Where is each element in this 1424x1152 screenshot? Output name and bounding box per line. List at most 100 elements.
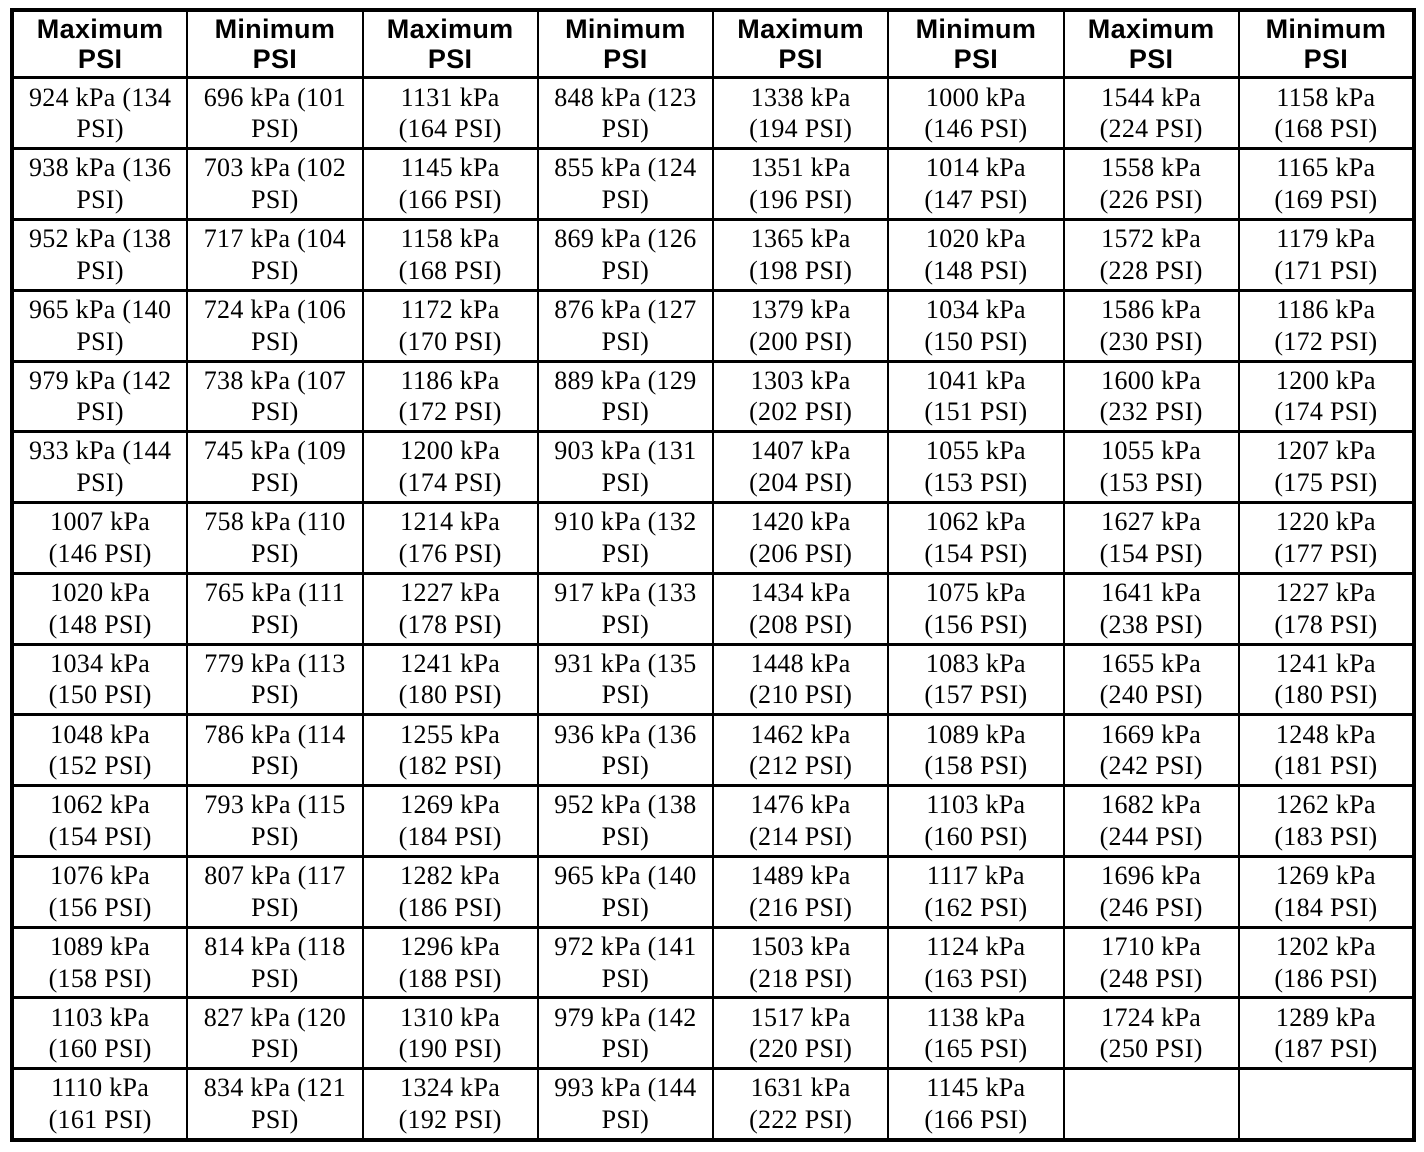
table-cell: 1117 kPa (162 PSI) — [887, 854, 1065, 929]
table-cell: 1062 kPa (154 PSI) — [10, 784, 189, 858]
table-cell: 1420 kPa (206 PSI) — [711, 501, 890, 575]
header-row: Maximum PSI Minimum PSI Maximum PSI Mini… — [10, 8, 1416, 80]
table-row: 979 kPa (142 PSI) 738 kPa (107 PSI) 1186 k… — [10, 359, 1416, 434]
table-header-row: Maximum PSI Minimum PSI Maximum PSI Mini… — [10, 8, 1416, 80]
table-cell: 1138 kPa (165 PSI) — [887, 996, 1065, 1071]
table-cell: 1269 kPa (184 PSI) — [1237, 854, 1416, 929]
table-row: 1048 kPa (152 PSI) 786 kPa (114 PSI) 1255 … — [10, 713, 1416, 788]
table-cell: 952 kPa (138 PSI) — [536, 784, 715, 858]
table-cell: 1186 kPa (172 PSI) — [361, 359, 539, 434]
table-cell: 1000 kPa (146 PSI) — [887, 76, 1065, 151]
table-cell: 1669 kPa (242 PSI) — [1062, 713, 1240, 788]
table-cell: 1655 kPa (240 PSI) — [1062, 642, 1240, 717]
table-cell: 1365 kPa (198 PSI) — [711, 218, 890, 292]
table-body: 924 kPa (134 PSI) 696 kPa (101 PSI) 1131 k… — [10, 76, 1416, 1142]
table-cell: 1682 kPa (244 PSI) — [1062, 784, 1240, 858]
table-cell: 1586 kPa (230 PSI) — [1062, 288, 1240, 363]
table-cell: 848 kPa (123 PSI) — [536, 76, 715, 151]
table-cell: 1179 kPa (171 PSI) — [1237, 218, 1416, 292]
table-cell: 1227 kPa (178 PSI) — [361, 571, 539, 646]
table-cell: 1158 kPa (168 PSI) — [361, 218, 539, 292]
table-cell: 1282 kPa (186 PSI) — [361, 854, 539, 929]
column-header-minimum-psi: Minimum PSI — [186, 8, 364, 80]
table-cell: 855 kPa (124 PSI) — [536, 147, 715, 221]
table-cell: 1089 kPa (158 PSI) — [10, 925, 189, 1000]
table-cell: 1631 kPa (222 PSI) — [711, 1067, 890, 1142]
table-cell: 834 kPa (121 PSI) — [186, 1067, 364, 1142]
table-cell: 827 kPa (120 PSI) — [186, 996, 364, 1071]
table-cell: 1241 kPa (180 PSI) — [361, 642, 539, 717]
table-cell: 1076 kPa (156 PSI) — [10, 854, 189, 929]
table-cell: 1710 kPa (248 PSI) — [1062, 925, 1240, 1000]
table-cell: 979 kPa (142 PSI) — [536, 996, 715, 1071]
table-cell: 1131 kPa (164 PSI) — [361, 76, 539, 151]
table-row: 1020 kPa (148 PSI) 765 kPa (111 PSI) 1227 … — [10, 571, 1416, 646]
table-cell: 1310 kPa (190 PSI) — [361, 996, 539, 1071]
table-cell: 1055 kPa (153 PSI) — [887, 430, 1065, 505]
table-cell: 1724 kPa (250 PSI) — [1062, 996, 1240, 1071]
table-row: 1103 kPa (160 PSI) 827 kPa (120 PSI) 1310 … — [10, 996, 1416, 1071]
table-cell: 1379 kPa (200 PSI) — [711, 288, 890, 363]
table-cell: 1158 kPa (168 PSI) — [1237, 76, 1416, 151]
table-cell: 1202 kPa (186 PSI) — [1237, 925, 1416, 1000]
column-header-minimum-psi: Minimum PSI — [1237, 8, 1416, 80]
table-cell: 1627 kPa (154 PSI) — [1062, 501, 1240, 575]
table-cell: 1062 kPa (154 PSI) — [887, 501, 1065, 575]
column-header-minimum-psi: Minimum PSI — [887, 8, 1065, 80]
table-cell: 1165 kPa (169 PSI) — [1237, 147, 1416, 221]
table-cell: 745 kPa (109 PSI) — [186, 430, 364, 505]
table-cell: 965 kPa (140 PSI) — [10, 288, 189, 363]
table-cell: 765 kPa (111 PSI) — [186, 571, 364, 646]
table-cell: 1214 kPa (176 PSI) — [361, 501, 539, 575]
table-cell: 1269 kPa (184 PSI) — [361, 784, 539, 858]
table-cell: 876 kPa (127 PSI) — [536, 288, 715, 363]
table-cell: 1351 kPa (196 PSI) — [711, 147, 890, 221]
table-cell: 807 kPa (117 PSI) — [186, 854, 364, 929]
table-row: 1076 kPa (156 PSI) 807 kPa (117 PSI) 1282 … — [10, 854, 1416, 929]
table-row: 1110 kPa (161 PSI) 834 kPa (121 PSI) 1324 … — [10, 1067, 1416, 1142]
table-cell: 814 kPa (118 PSI) — [186, 925, 364, 1000]
table-cell: 1034 kPa (150 PSI) — [887, 288, 1065, 363]
table-cell: 965 kPa (140 PSI) — [536, 854, 715, 929]
table-cell: 917 kPa (133 PSI) — [536, 571, 715, 646]
table-cell: 903 kPa (131 PSI) — [536, 430, 715, 505]
table-cell: 979 kPa (142 PSI) — [10, 359, 189, 434]
table-cell: 993 kPa (144 PSI) — [536, 1067, 715, 1142]
column-header-maximum-psi: Maximum PSI — [1062, 8, 1240, 80]
table-cell: 1227 kPa (178 PSI) — [1237, 571, 1416, 646]
table-cell: 1641 kPa (238 PSI) — [1062, 571, 1240, 646]
table-cell: 1572 kPa (228 PSI) — [1062, 218, 1240, 292]
table-cell: 1503 kPa (218 PSI) — [711, 925, 890, 1000]
table-cell: 1262 kPa (183 PSI) — [1237, 784, 1416, 858]
table-cell — [1062, 1067, 1240, 1142]
table-row: 1089 kPa (158 PSI) 814 kPa (118 PSI) 1296 … — [10, 925, 1416, 1000]
table-cell: 952 kPa (138 PSI) — [10, 218, 189, 292]
column-header-maximum-psi: Maximum PSI — [711, 8, 890, 80]
table-cell: 1544 kPa (224 PSI) — [1062, 76, 1240, 151]
table-cell: 933 kPa (144 PSI) — [10, 430, 189, 505]
table-row: 924 kPa (134 PSI) 696 kPa (101 PSI) 1131 k… — [10, 76, 1416, 151]
table-cell: 696 kPa (101 PSI) — [186, 76, 364, 151]
table-cell: 1303 kPa (202 PSI) — [711, 359, 890, 434]
table-cell: 1324 kPa (192 PSI) — [361, 1067, 539, 1142]
table-cell: 1241 kPa (180 PSI) — [1237, 642, 1416, 717]
table-cell: 738 kPa (107 PSI) — [186, 359, 364, 434]
table-row: 938 kPa (136 PSI) 703 kPa (102 PSI) 1145 k… — [10, 147, 1416, 221]
table-cell: 889 kPa (129 PSI) — [536, 359, 715, 434]
table-cell: 910 kPa (132 PSI) — [536, 501, 715, 575]
table-row: 965 kPa (140 PSI) 724 kPa (106 PSI) 1172 k… — [10, 288, 1416, 363]
table-cell: 1696 kPa (246 PSI) — [1062, 854, 1240, 929]
table-cell: 1103 kPa (160 PSI) — [10, 996, 189, 1071]
table-cell: 1600 kPa (232 PSI) — [1062, 359, 1240, 434]
table-row: 1034 kPa (150 PSI) 779 kPa (113 PSI) 1241 … — [10, 642, 1416, 717]
table-cell: 1558 kPa (226 PSI) — [1062, 147, 1240, 221]
table-cell: 724 kPa (106 PSI) — [186, 288, 364, 363]
table-cell: 1048 kPa (152 PSI) — [10, 713, 189, 788]
table-cell: 1296 kPa (188 PSI) — [361, 925, 539, 1000]
table-cell: 1020 kPa (148 PSI) — [887, 218, 1065, 292]
pressure-conversion-table: Maximum PSI Minimum PSI Maximum PSI Mini… — [10, 8, 1416, 1142]
table-cell: 1145 kPa (166 PSI) — [361, 147, 539, 221]
table-cell: 1172 kPa (170 PSI) — [361, 288, 539, 363]
table-cell: 1220 kPa (177 PSI) — [1237, 501, 1416, 575]
table-cell: 1089 kPa (158 PSI) — [887, 713, 1065, 788]
